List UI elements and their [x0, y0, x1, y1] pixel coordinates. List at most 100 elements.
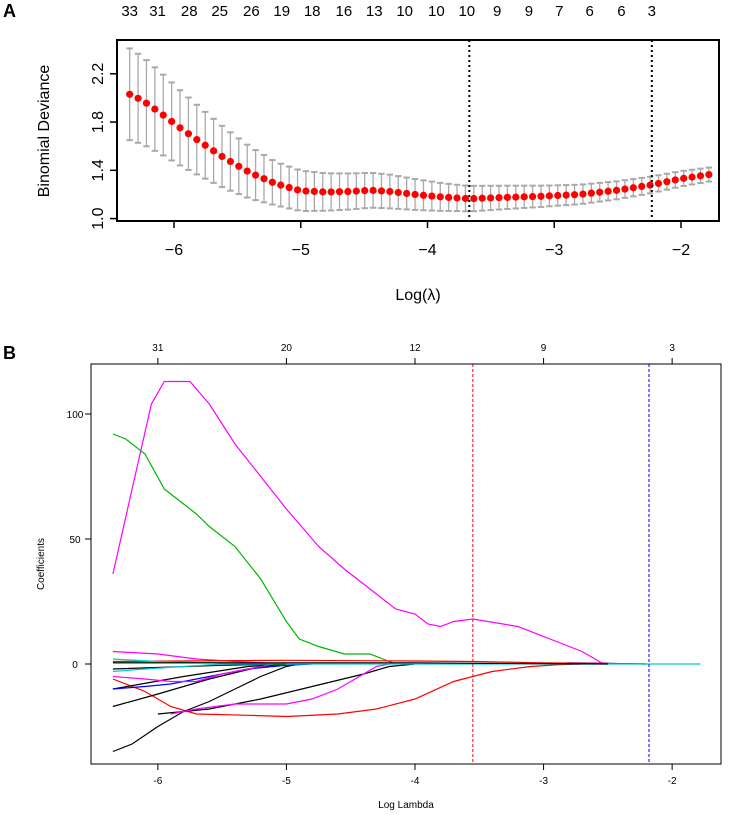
top-axis-label: 10: [396, 3, 413, 20]
y-tick-label: 2.2: [90, 63, 107, 85]
data-point: [545, 192, 553, 200]
data-point: [512, 193, 520, 201]
data-point: [361, 186, 369, 195]
data-point: [419, 191, 428, 199]
data-point: [445, 193, 453, 201]
top-axis-label: 7: [555, 3, 563, 20]
top-axis-label: 25: [211, 3, 228, 20]
data-point: [495, 194, 503, 202]
data-point: [327, 188, 335, 196]
data-point: [134, 94, 142, 102]
data-point: [705, 170, 713, 179]
x-tick-label: -2: [668, 776, 677, 787]
x-tick-label: −5: [292, 242, 310, 259]
data-point: [260, 175, 268, 183]
data-point: [503, 193, 512, 201]
data-point: [193, 135, 201, 144]
data-point: [403, 189, 411, 198]
coefficient-path: [112, 663, 313, 690]
data-point: [344, 187, 352, 196]
coefficient-path: [112, 663, 274, 683]
data-point: [369, 186, 377, 194]
x-tick-label: -5: [282, 776, 291, 787]
data-point: [478, 194, 486, 202]
x-axis-title: Log(λ): [395, 287, 440, 304]
point-group: [126, 90, 713, 203]
data-point: [226, 157, 235, 166]
x-axis-title: Log Lambda: [378, 800, 434, 811]
data-point: [554, 191, 562, 200]
top-axis-label: 31: [149, 3, 166, 20]
x-tick-label: -6: [153, 776, 162, 787]
y-tick-label: 1.4: [90, 159, 107, 181]
coefficient-path: [170, 663, 390, 715]
data-point: [604, 187, 612, 195]
top-axis-label: 13: [366, 3, 383, 20]
data-point: [302, 187, 310, 195]
coefficient-path: [112, 663, 701, 673]
data-point: [218, 152, 226, 161]
x-tick-label: -4: [411, 776, 420, 787]
data-point: [210, 147, 218, 155]
data-point: [377, 187, 386, 195]
x-tick-label: −4: [418, 242, 436, 259]
data-point: [671, 176, 679, 184]
data-point: [487, 194, 495, 202]
x-tick-label: −3: [545, 242, 563, 259]
plot-frame: [90, 363, 722, 765]
data-point: [235, 162, 243, 170]
data-point: [151, 105, 159, 113]
data-point: [612, 186, 621, 194]
data-point: [285, 183, 293, 192]
top-axis-label: 10: [428, 3, 445, 20]
data-point: [453, 194, 461, 202]
y-tick-label: 0: [72, 660, 78, 671]
data-point: [428, 192, 436, 200]
coefficient-path: [112, 663, 300, 753]
data-point: [352, 187, 360, 195]
data-point: [579, 190, 587, 198]
top-axis-label: 6: [617, 3, 625, 20]
data-point: [335, 188, 344, 196]
data-point: [277, 181, 285, 189]
data-point: [293, 186, 302, 194]
panel-b: B -6 -5 -4 -3 -2 31 20 12 9 3 0 50 100 Log Lambda Coeff…: [3, 343, 722, 811]
data-point: [310, 187, 318, 196]
data-point: [184, 130, 193, 138]
data-point: [126, 90, 134, 98]
top-axis-label: 6: [586, 3, 594, 20]
data-point: [528, 192, 537, 201]
data-point: [243, 167, 251, 175]
top-axis-label: 33: [121, 3, 138, 20]
data-point: [562, 191, 570, 199]
data-point: [176, 124, 184, 132]
data-point: [520, 193, 528, 201]
coefficient-path: [112, 380, 615, 665]
top-axis-label: 31: [152, 343, 164, 354]
top-axis-label: 3: [648, 3, 656, 20]
data-point: [663, 178, 671, 186]
data-point: [201, 141, 209, 149]
data-point: [411, 190, 419, 199]
top-axis-label: 9: [493, 3, 501, 20]
data-point: [461, 194, 470, 203]
y-tick-label: 1.0: [90, 207, 107, 229]
top-axis-label: 19: [273, 3, 290, 20]
top-axis-label: 26: [243, 3, 260, 20]
data-point: [654, 179, 663, 188]
panel-label: A: [3, 1, 16, 21]
coefficient-path: [112, 662, 608, 665]
data-point: [386, 187, 394, 196]
data-point: [251, 171, 260, 179]
top-axis-label: 9: [541, 343, 547, 354]
data-point: [142, 99, 151, 107]
data-point: [159, 111, 167, 119]
data-point: [629, 184, 637, 192]
data-point: [638, 182, 646, 191]
data-point: [596, 188, 604, 196]
data-point: [268, 178, 276, 186]
data-point: [537, 192, 545, 200]
data-point: [470, 194, 478, 203]
y-axis-title: Coefficients: [36, 538, 47, 590]
